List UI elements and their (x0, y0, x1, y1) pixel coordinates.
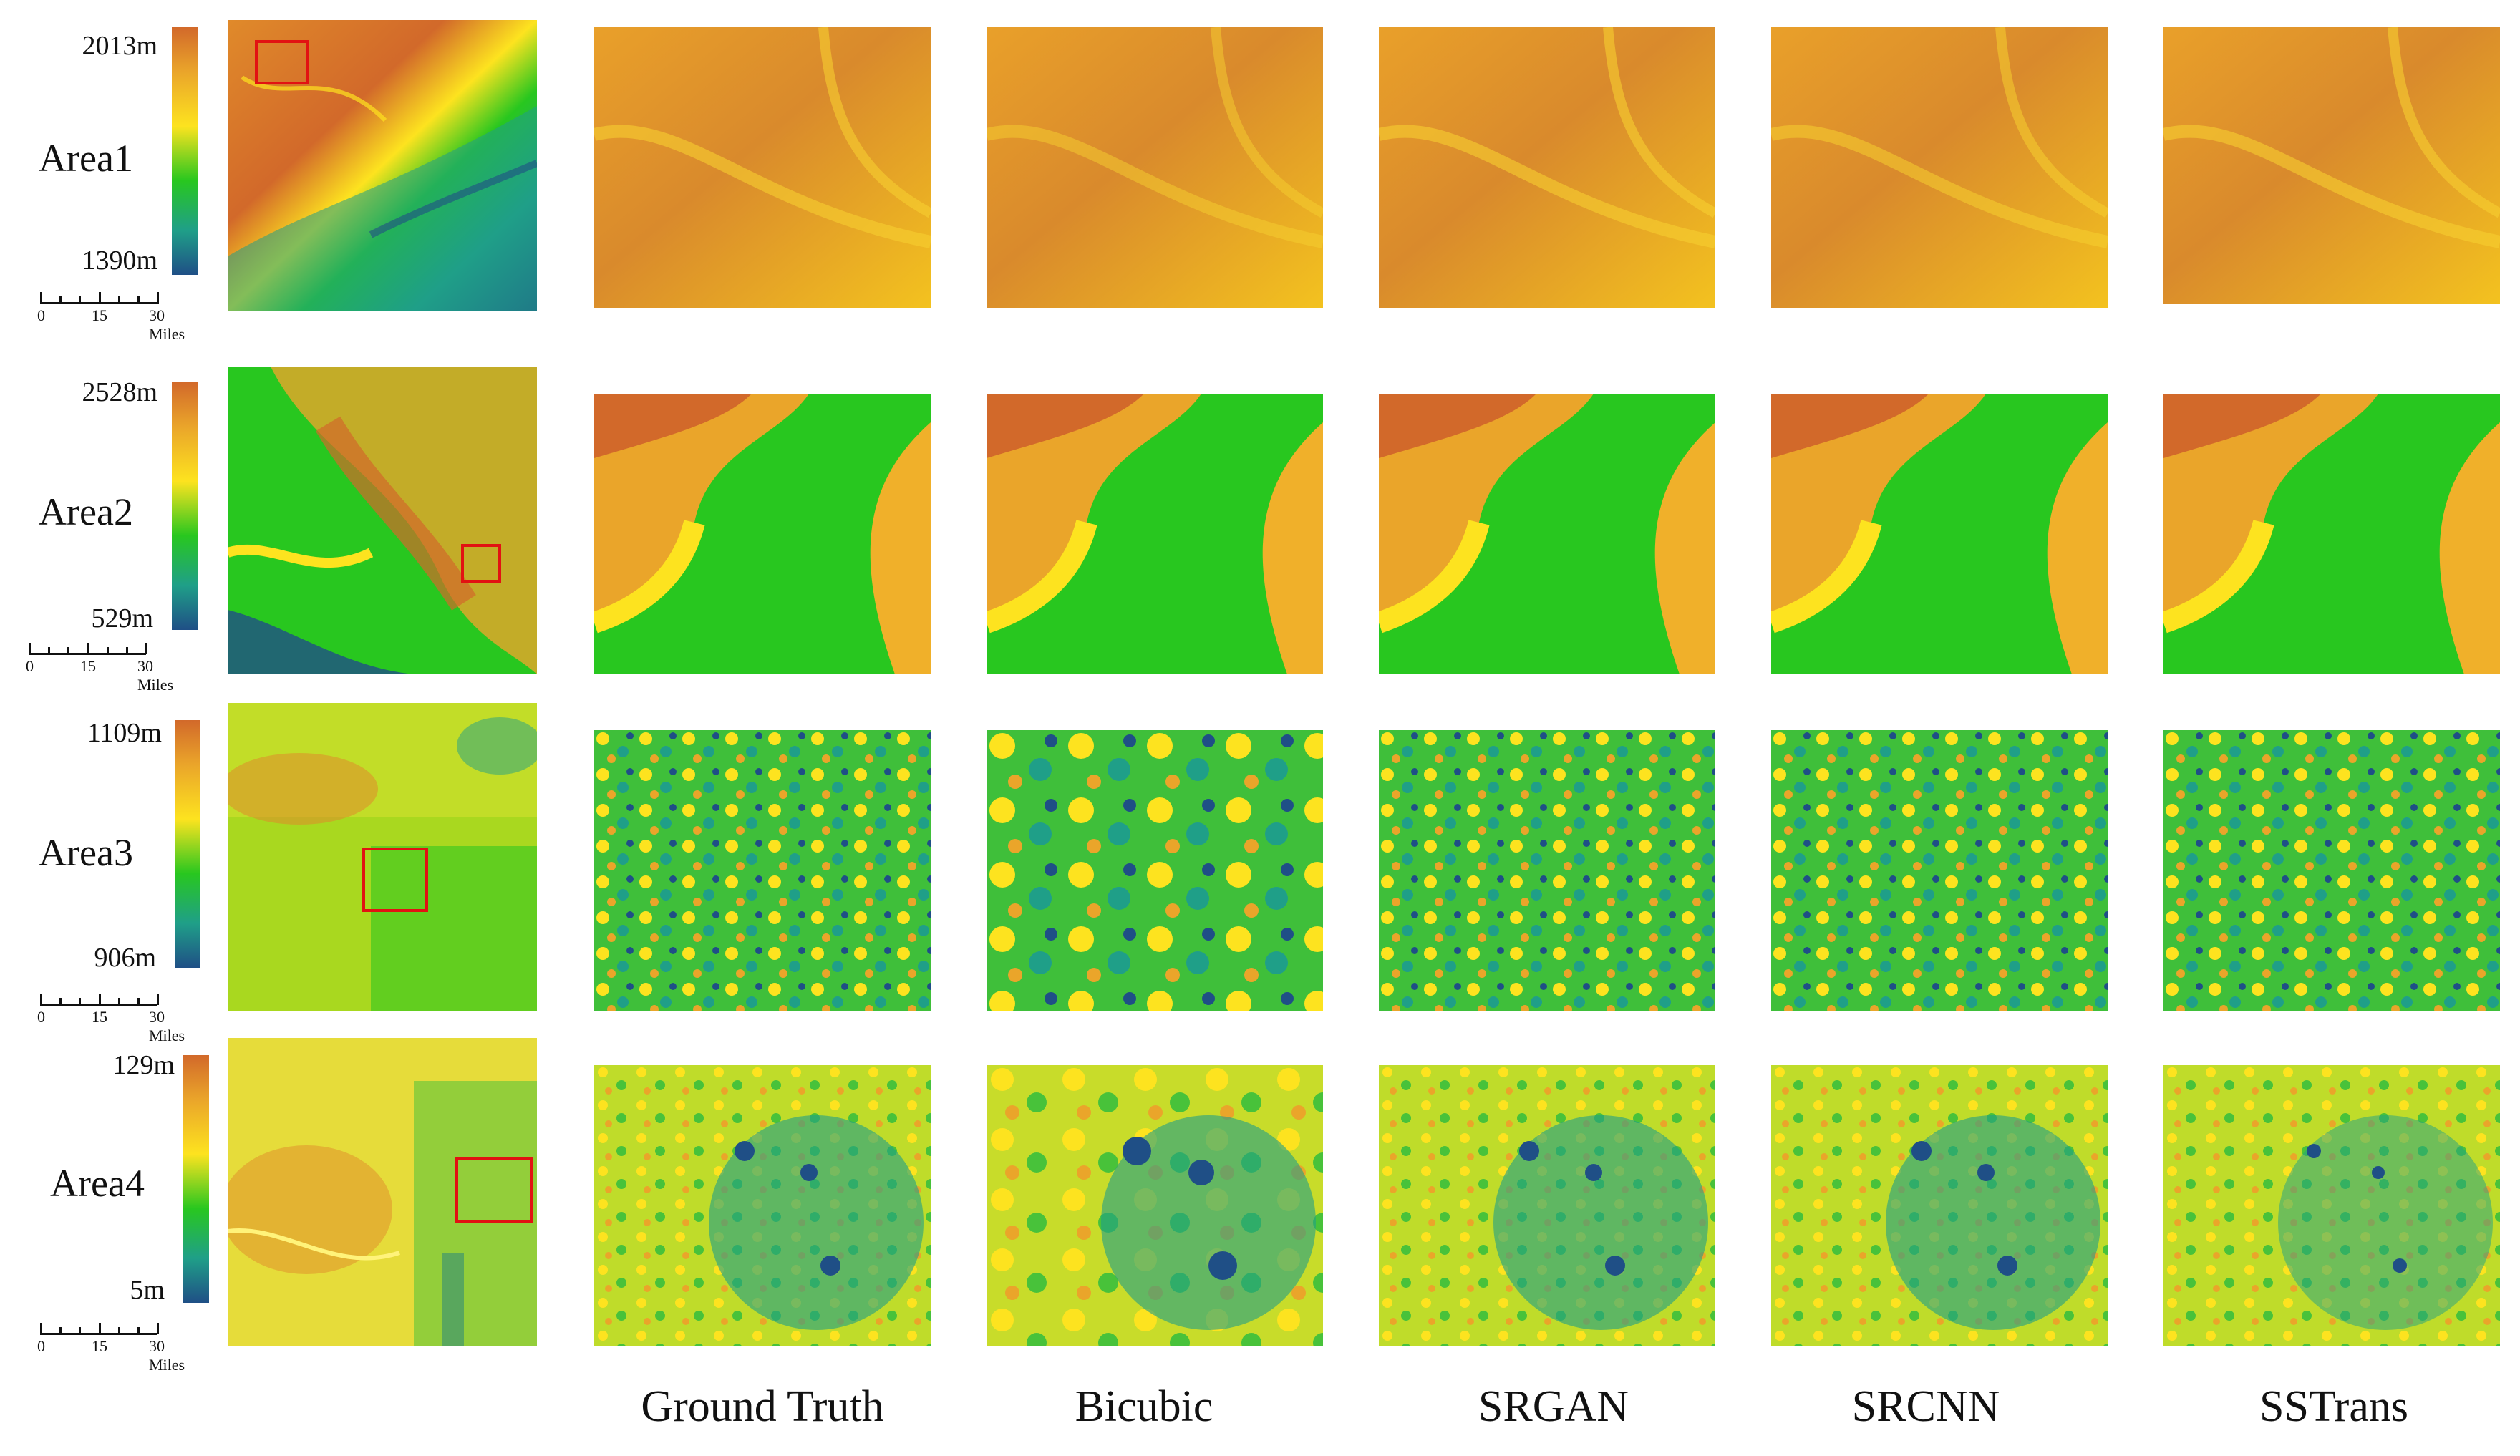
area2-srcnn-tile (1771, 394, 2108, 674)
area2-label: Area2 (39, 490, 133, 533)
scale-label-zero: 0 (26, 657, 34, 675)
area3-max-elevation: 1109m (87, 718, 162, 748)
area3-colorbar (175, 720, 200, 968)
area3-sstrans-tile (2163, 730, 2500, 1011)
area2-colorbar (172, 382, 198, 630)
area1-srcnn-tile (1771, 27, 2108, 308)
area3-overview-map (228, 703, 537, 1011)
column-label-srcnn: SRCNN (1851, 1382, 2000, 1431)
scale-label-mid: 15 (92, 1008, 107, 1026)
area4-zoom-box (455, 1157, 533, 1223)
area3-ground-truth-tile (594, 730, 931, 1011)
area1-min-elevation: 1390m (82, 246, 158, 276)
area4-srcnn-tile (1771, 1065, 2108, 1346)
scale-label-mid: 15 (92, 306, 107, 324)
area2-zoom-box (461, 544, 501, 583)
area3-label: Area3 (39, 831, 133, 874)
area2-overview-map (228, 367, 537, 674)
scale-label-zero: 0 (37, 1337, 45, 1355)
area4-bicubic-tile (987, 1065, 1323, 1346)
area1-ground-truth-tile (594, 27, 931, 308)
area2-min-elevation: 529m (91, 603, 153, 634)
area4-overview-map (228, 1038, 537, 1346)
area1-srgan-tile (1379, 27, 1715, 308)
area3-srgan-tile (1379, 730, 1715, 1011)
area3-zoom-box (362, 848, 428, 912)
scale-label-end: 30 Miles (149, 306, 185, 343)
area2-max-elevation: 2528m (82, 377, 158, 407)
scale-label-end: 30 Miles (137, 657, 174, 694)
area4-max-elevation: 129m (112, 1050, 175, 1080)
area1-colorbar (172, 27, 198, 275)
area4-ground-truth-tile (594, 1065, 931, 1346)
area1-max-elevation: 2013m (82, 31, 158, 61)
area1-label: Area1 (39, 137, 133, 180)
scale-label-zero: 0 (37, 306, 45, 324)
area4-min-elevation: 5m (130, 1275, 165, 1305)
column-label-bicubic: Bicubic (1075, 1382, 1213, 1431)
area1-sstrans-tile (2163, 27, 2500, 304)
area1-overview-map (228, 20, 537, 311)
area4-sstrans-tile (2163, 1065, 2500, 1346)
area2-sstrans-tile (2163, 394, 2500, 674)
area4-label: Area4 (50, 1162, 145, 1205)
scale-label-end: 30 Miles (149, 1337, 185, 1374)
scale-label-zero: 0 (37, 1008, 45, 1026)
area3-min-elevation: 906m (94, 943, 156, 973)
column-label-srgan: SRGAN (1478, 1382, 1629, 1431)
column-label-ground-truth: Ground Truth (641, 1382, 884, 1431)
area2-ground-truth-tile (594, 394, 931, 674)
area3-bicubic-tile (987, 730, 1323, 1011)
area4-srgan-tile (1379, 1065, 1715, 1346)
area1-bicubic-tile (987, 27, 1323, 308)
area4-colorbar (183, 1055, 209, 1303)
area3-srcnn-tile (1771, 730, 2108, 1011)
scale-label-mid: 15 (92, 1337, 107, 1355)
area2-srgan-tile (1379, 394, 1715, 674)
scale-label-end: 30 Miles (149, 1008, 185, 1044)
area2-bicubic-tile (987, 394, 1323, 674)
scale-label-mid: 15 (80, 657, 96, 675)
area1-zoom-box (255, 40, 309, 84)
column-label-sstrans: SSTrans (2259, 1382, 2408, 1431)
